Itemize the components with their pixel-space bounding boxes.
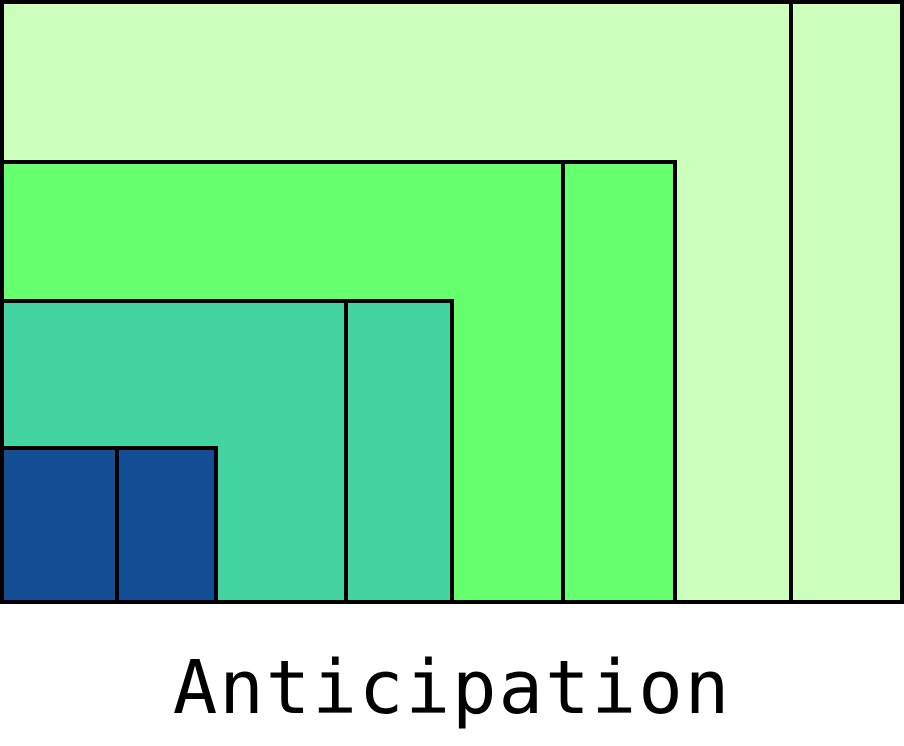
inner-rect (0, 446, 218, 604)
diagram-caption: Anticipation (172, 645, 732, 731)
